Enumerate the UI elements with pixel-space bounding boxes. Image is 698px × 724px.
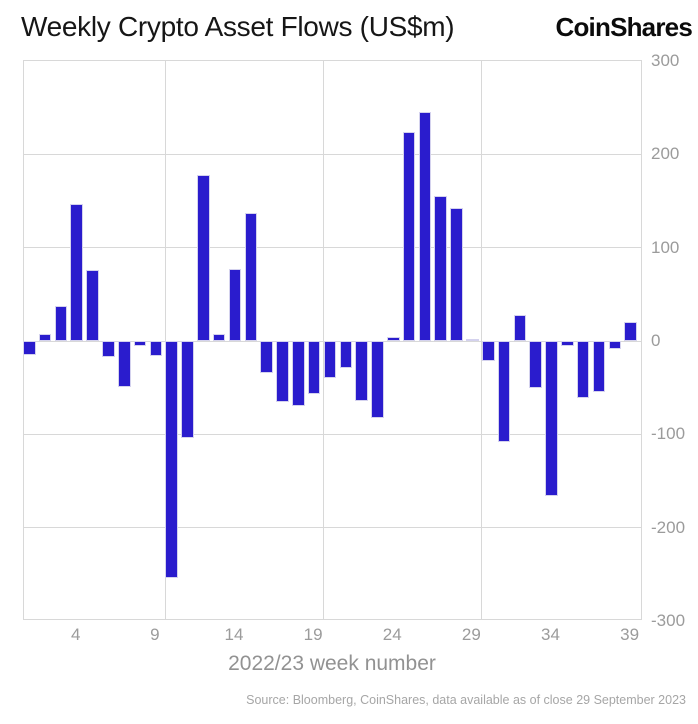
- gridline-horizontal: [24, 153, 641, 155]
- bar-week-21: [339, 341, 353, 369]
- bar-week-11: [181, 341, 194, 439]
- bar-week-18: [292, 341, 305, 407]
- gridline-vertical: [481, 61, 483, 619]
- bar-week-36: [576, 341, 590, 398]
- y-axis-tick-label: 300: [651, 51, 680, 70]
- bar-week-39: [624, 322, 637, 341]
- source-note: Source: Bloomberg, CoinShares, data avai…: [246, 693, 686, 707]
- y-axis-tick-label: 100: [651, 237, 680, 257]
- gridline-vertical: [164, 61, 166, 619]
- bar-week-32: [513, 314, 527, 341]
- bar-week-26: [418, 112, 432, 341]
- bar-week-16: [260, 341, 273, 373]
- y-axis-tick-label: -200: [651, 517, 686, 537]
- x-axis-tick-label: 29: [461, 625, 481, 644]
- bar-week-35: [561, 341, 574, 346]
- bar-week-23: [371, 341, 384, 418]
- y-axis-tick-label: -300: [651, 611, 686, 630]
- bar-week-38: [608, 341, 622, 350]
- bar-week-8: [133, 341, 147, 346]
- bar-week-4: [70, 203, 84, 341]
- bar-week-5: [86, 270, 99, 341]
- bar-week-34: [545, 341, 558, 496]
- x-axis-tick-label: 9: [150, 625, 160, 644]
- chart-title: Weekly Crypto Asset Flows (US$m): [21, 11, 455, 42]
- x-axis-tick-label: 4: [71, 625, 81, 644]
- bar-week-3: [54, 306, 68, 341]
- bar-week-20: [323, 341, 337, 379]
- x-axis-tick-label: 34: [541, 625, 560, 644]
- y-axis-tick-label: 0: [651, 331, 661, 350]
- bar-week-25: [402, 131, 416, 341]
- gridline-horizontal: [24, 527, 641, 529]
- bar-week-31: [497, 341, 511, 442]
- bar-week-17: [276, 341, 289, 402]
- bar-week-12: [197, 174, 210, 341]
- plot-area: [23, 60, 642, 620]
- bar-week-33: [529, 341, 542, 388]
- bar-week-28: [450, 208, 463, 341]
- x-axis-tick-label: 39: [620, 625, 640, 644]
- bar-week-10: [165, 341, 179, 579]
- bar-week-6: [102, 341, 115, 357]
- bar-week-22: [355, 341, 368, 401]
- bar-week-27: [434, 196, 448, 341]
- coinshares-logo: CoinShares: [555, 12, 693, 42]
- bar-week-1: [23, 341, 36, 355]
- y-axis-tick-label: 200: [651, 144, 680, 164]
- bar-week-19: [307, 341, 321, 395]
- y-axis-tick-label: -100: [651, 424, 686, 444]
- gridline-vertical: [323, 61, 325, 619]
- bar-week-15: [244, 213, 258, 341]
- bar-week-2: [38, 334, 52, 341]
- bar-week-24: [386, 337, 400, 341]
- gridline-horizontal: [24, 433, 641, 435]
- x-axis-title: 2022/23 week number: [228, 652, 436, 675]
- x-axis-tick-label: 14: [224, 625, 244, 644]
- bar-week-13: [212, 334, 226, 341]
- bar-week-37: [592, 341, 606, 393]
- bar-week-7: [117, 341, 131, 387]
- bar-week-29: [466, 338, 479, 341]
- bar-week-9: [149, 341, 163, 356]
- x-axis-tick-label: 24: [382, 625, 402, 644]
- x-axis-tick-label: 19: [303, 625, 323, 644]
- bar-week-30: [481, 341, 495, 361]
- bar-week-14: [228, 269, 242, 341]
- gridline-horizontal: [24, 247, 641, 249]
